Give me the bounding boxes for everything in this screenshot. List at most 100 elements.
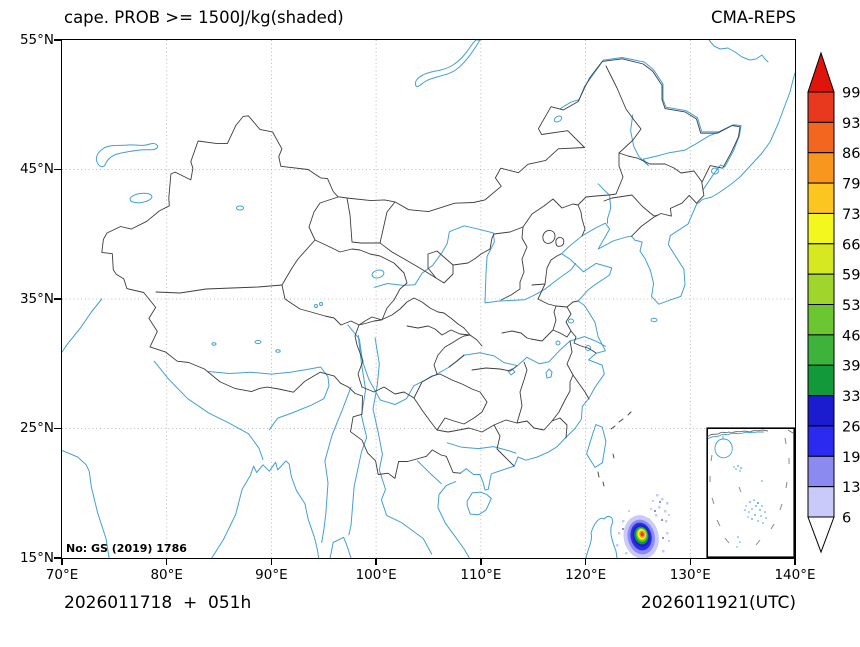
colorbar-level-label: 79 [842, 177, 860, 193]
inset-island-specks [733, 465, 767, 548]
gyaring-lake [314, 304, 318, 308]
colorbar-level-label: 53 [842, 298, 860, 314]
russia-coastline [696, 72, 795, 205]
poyang-lake [545, 368, 553, 379]
taiwan-island [586, 424, 607, 468]
chart-title: cape. PROB >= 1500J/kg(shaded) [64, 8, 344, 27]
colorbar-level-label: 19 [842, 450, 860, 466]
colorbar-segment [807, 212, 835, 245]
init-time-utc: 2026011718 + 051h [64, 593, 252, 613]
model-label: CMA-REPS [711, 8, 796, 27]
martaban-coastline [329, 536, 352, 558]
amur-border-river [559, 57, 742, 191]
colorbar-level-label: 59 [842, 268, 860, 284]
y-tick-label: 45°N [19, 161, 54, 177]
map-svg: No: GS (2019) 1786 [62, 40, 795, 558]
colorbar-level-label: 73 [842, 207, 860, 223]
colorbar: 99 93 86 79 73 66 59 53 46 39 33 26 19 13 6 [807, 51, 860, 554]
dongting-lake [507, 368, 516, 376]
hulun-lake [553, 115, 563, 123]
china-korea-coastline [459, 204, 697, 491]
colorbar-level-label: 26 [842, 419, 860, 435]
x-tick-label: 140°E [774, 567, 816, 583]
jeju-island [650, 317, 658, 323]
yangtze-river [347, 324, 606, 405]
colorbar-segment [807, 486, 835, 518]
colorbar-segment [807, 91, 835, 123]
tai-lake [585, 345, 591, 351]
colorbar-segment [807, 395, 835, 427]
x-tick-label: 100°E [355, 567, 397, 583]
probability-shaded-blob [616, 494, 670, 558]
vietnam-coastline [437, 481, 470, 558]
x-tick-mark [794, 559, 796, 565]
valid-time-utc: 2026011921(UTC) [640, 593, 796, 613]
colorbar-level-label: 66 [842, 237, 860, 253]
colorbar-segment [807, 273, 835, 306]
songhua-river [630, 114, 718, 167]
valid-time-block: 2026011921(UTC) 2026012005(CST) [620, 590, 796, 647]
x-tick-label: 130°E [669, 567, 711, 583]
map-license-note: No: GS (2019) 1786 [66, 542, 187, 555]
china-national-border [101, 58, 741, 479]
hongze-lake [567, 318, 575, 324]
lake-baikal [414, 40, 481, 87]
blob-speckle-inner [622, 501, 664, 539]
tibet-lake-3 [211, 342, 217, 346]
x-tick-mark [270, 559, 273, 565]
y-tick-label: 15°N [19, 549, 54, 566]
map-canvas: No: GS (2019) 1786 [61, 39, 796, 559]
mekong-river [372, 337, 433, 555]
coastlines-and-rivers [62, 40, 795, 558]
khanka-lake [711, 167, 719, 175]
colorbar-level-label: 93 [842, 116, 860, 132]
x-tick-mark [375, 559, 377, 565]
x-tick-label: 80°E [150, 567, 183, 583]
x-tick-mark [584, 559, 587, 565]
colorbar-level-label: 13 [842, 480, 860, 496]
x-tick-mark [61, 559, 63, 565]
inset-coast-blue [707, 431, 764, 459]
x-tick-label: 70°E [45, 567, 79, 583]
x-tick-label: 110°E [460, 567, 502, 583]
y-tick-label: 55°N [19, 31, 54, 48]
colorbar-segment [807, 455, 835, 488]
indus-river [62, 298, 103, 353]
colorbar-under-arrow [807, 516, 835, 554]
x-tick-label: 120°E [565, 567, 607, 583]
salween-river [348, 334, 368, 536]
bosten-lake [236, 205, 244, 211]
y-tick-mark [54, 168, 61, 171]
lake-balkhash [95, 143, 158, 168]
ngoring-lake [319, 302, 323, 306]
colorbar-level-label: 6 [842, 511, 851, 527]
x-tick-mark [689, 559, 692, 565]
y-tick-mark [54, 557, 61, 559]
colorbar-level-label: 86 [842, 146, 860, 162]
colorbar-level-label: 46 [842, 328, 860, 344]
colorbar-segment [807, 334, 835, 366]
colorbar-segment [807, 243, 835, 275]
colorbar-level-label: 39 [842, 359, 860, 375]
inset-nine-dash-line [709, 437, 790, 546]
colorbar-segment [807, 425, 835, 457]
south-china-sea-inset [706, 427, 795, 558]
colorbar-level-label: 99 [842, 86, 860, 102]
bay-of-bengal-coastline [211, 460, 320, 558]
colorbar-segment [807, 182, 835, 214]
ganges-river [153, 360, 264, 461]
colorbar-level-label: 33 [842, 389, 860, 405]
y-tick-mark [54, 298, 61, 300]
luzon-coastline [585, 516, 618, 558]
colorbar-over-arrow [807, 51, 835, 93]
y-tick-mark [54, 427, 61, 430]
init-time-block: 2026011718 + 051h 2026011802 + 051h [64, 590, 273, 647]
inset-hainan-island [714, 438, 733, 459]
chao-lake [555, 340, 561, 346]
blob-core-rings [623, 515, 659, 558]
graticule-gridlines [62, 40, 795, 558]
lake-issykkul [129, 192, 153, 204]
y-tick-label: 25°N [19, 420, 54, 436]
y-tick-mark [54, 39, 61, 41]
